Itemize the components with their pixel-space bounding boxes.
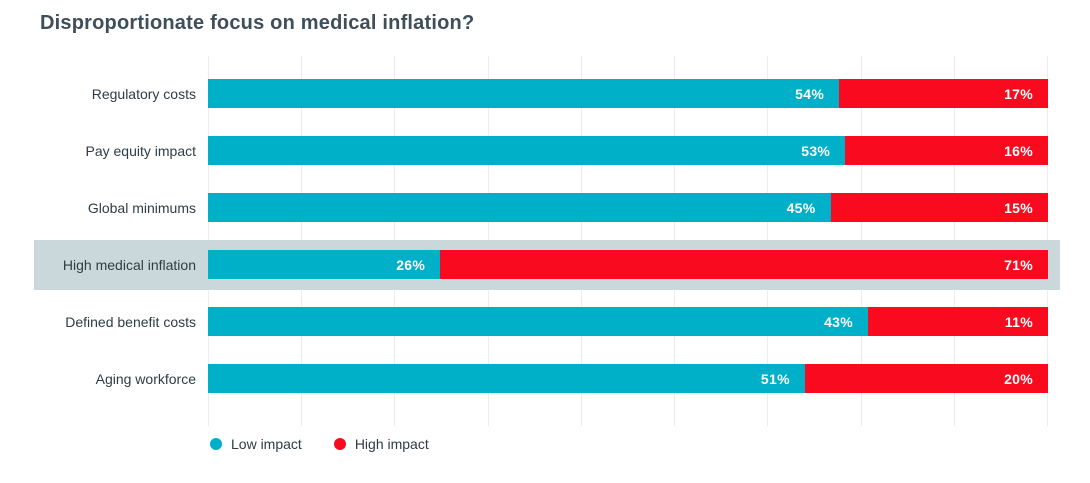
bar-segment-high-impact: 15% [830, 193, 1048, 222]
bar-row: Aging workforce 51% 20% [0, 350, 1090, 407]
chart-title: Disproportionate focus on medical inflat… [40, 12, 475, 34]
bar-segment-high-impact: 71% [440, 250, 1048, 279]
bar-segment-low-impact: 26% [208, 250, 441, 279]
category-label: High medical inflation [62, 256, 196, 273]
bar-rows: Regulatory costs 54% 17% Pay equity impact 5… [0, 65, 1090, 407]
legend-label: High impact [354, 436, 429, 452]
stacked-bar: 51% 20% [208, 364, 1048, 393]
stacked-bar: 45% 15% [208, 193, 1048, 222]
bar-segment-high-impact: 16% [845, 136, 1048, 165]
bar-value-label: 54% [795, 85, 825, 102]
legend: Low impact High impact [210, 436, 429, 452]
bar-value-label: 43% [824, 313, 853, 330]
bar-segment-low-impact: 43% [208, 307, 868, 336]
category-label: Pay equity impact [85, 142, 197, 159]
bar-row: Global minimums 45% 15% [0, 179, 1090, 236]
category-label: Global minimums [87, 199, 196, 216]
bar-value-label: 16% [1004, 142, 1033, 159]
bar-row: Regulatory costs 54% 17% [0, 65, 1090, 122]
bar-value-label: 17% [1004, 85, 1033, 102]
legend-dot-icon [333, 438, 346, 450]
bar-segment-low-impact: 54% [208, 79, 840, 108]
bar-value-label: 45% [786, 199, 816, 216]
bar-segment-low-impact: 45% [208, 193, 831, 222]
category-label: Regulatory costs [91, 85, 196, 102]
legend-dot-icon [210, 438, 222, 450]
bar-value-label: 15% [1004, 199, 1033, 216]
bar-segment-low-impact: 53% [208, 136, 846, 165]
bar-segment-high-impact: 20% [804, 364, 1048, 393]
bar-row: Defined benefit costs 43% 11% [0, 293, 1090, 350]
bar-value-label: 26% [396, 256, 426, 273]
legend-item: High impact [333, 436, 429, 452]
bar-value-label: 71% [1004, 256, 1033, 273]
stacked-bar: 54% 17% [208, 79, 1048, 108]
bar-segment-low-impact: 51% [208, 364, 805, 393]
bar-row: High medical inflation 26% 71% [0, 236, 1090, 293]
bar-value-label: 51% [760, 370, 790, 387]
category-label: Aging workforce [95, 370, 196, 387]
stacked-bar: 53% 16% [208, 136, 1048, 165]
stacked-bar: 26% 71% [208, 250, 1048, 279]
bar-value-label: 20% [1004, 370, 1033, 387]
stacked-bar: 43% 11% [208, 307, 1048, 336]
bar-segment-high-impact: 17% [839, 79, 1048, 108]
legend-item: Low impact [210, 436, 302, 452]
bar-value-label: 11% [1004, 313, 1033, 330]
category-label: Defined benefit costs [65, 313, 196, 330]
legend-label: Low impact [231, 436, 302, 452]
bar-row: Pay equity impact 53% 16% [0, 122, 1090, 179]
bar-value-label: 53% [801, 142, 831, 159]
bar-segment-high-impact: 11% [868, 307, 1048, 336]
